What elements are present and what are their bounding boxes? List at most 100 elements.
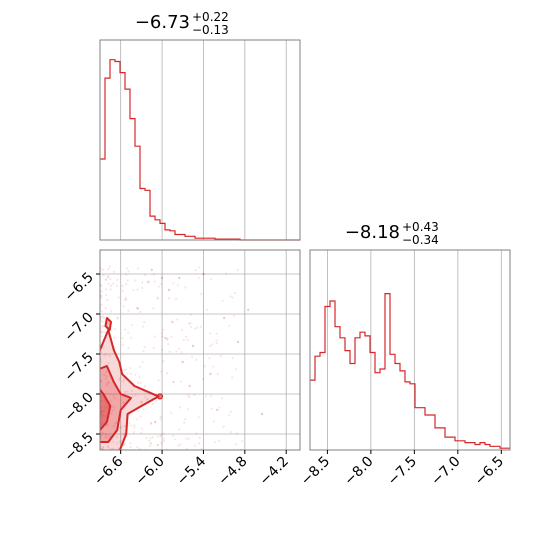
- scatter-point: [160, 370, 163, 373]
- scatter-point: [106, 445, 109, 448]
- scatter-point: [212, 365, 215, 368]
- scatter-point: [177, 347, 181, 350]
- scatter-point: [102, 409, 106, 412]
- scatter-point: [100, 421, 103, 424]
- scatter-point: [103, 373, 106, 376]
- scatter-point: [136, 307, 140, 310]
- scatter-point: [176, 284, 179, 287]
- scatter-point: [181, 360, 184, 364]
- scatter-point: [231, 296, 234, 299]
- scatter-point: [185, 437, 188, 440]
- scatter-point: [107, 361, 110, 365]
- scatter-point: [102, 446, 105, 449]
- scatter-point: [100, 410, 103, 413]
- scatter-point: [101, 320, 104, 323]
- scatter-point: [260, 412, 264, 416]
- scatter-point: [172, 282, 175, 285]
- scatter-point: [112, 425, 116, 428]
- scatter-point: [110, 284, 113, 287]
- scatter-point: [107, 381, 110, 384]
- marginal-y-title-value: −8.18: [345, 222, 400, 243]
- scatter-point: [105, 277, 108, 281]
- scatter-point: [197, 416, 200, 419]
- scatter-point: [175, 350, 178, 353]
- scatter-point: [120, 426, 123, 429]
- scatter-point: [100, 415, 104, 418]
- scatter-point: [189, 325, 193, 329]
- scatter-point: [215, 339, 218, 342]
- scatter-point: [179, 443, 182, 446]
- scatter-point: [113, 328, 117, 331]
- scatter-point: [104, 377, 107, 380]
- scatter-point: [101, 315, 105, 318]
- scatter-point: [202, 272, 205, 276]
- scatter-point: [135, 306, 138, 310]
- scatter-point: [153, 335, 156, 338]
- scatter-point: [129, 367, 132, 370]
- scatter-point: [167, 288, 171, 292]
- scatter-point: [195, 358, 198, 361]
- scatter-point: [103, 354, 106, 357]
- scatter-point: [105, 370, 108, 373]
- scatter-point: [101, 431, 104, 434]
- scatter-point: [212, 420, 215, 423]
- scatter-point: [137, 409, 140, 413]
- scatter-point: [106, 276, 110, 279]
- joint-xtick-label: −6.0: [133, 454, 168, 489]
- scatter-point: [142, 350, 145, 353]
- scatter-point: [123, 377, 126, 381]
- joint-xtick-label: −4.8: [215, 454, 250, 489]
- scatter-point: [108, 265, 111, 268]
- scatter-point: [120, 439, 123, 443]
- marginal-x-title-value: −6.73: [135, 12, 190, 33]
- scatter-point: [221, 299, 224, 303]
- scatter-point: [139, 310, 142, 313]
- scatter-point: [160, 282, 163, 286]
- scatter-point: [143, 273, 147, 277]
- scatter-point: [107, 322, 110, 325]
- scatter-point: [197, 442, 201, 445]
- scatter-point: [160, 332, 164, 335]
- scatter-point: [187, 437, 190, 441]
- marginal-y-xtick-label: −7.0: [428, 454, 463, 489]
- scatter-point: [218, 406, 221, 409]
- scatter-point: [121, 285, 124, 288]
- contour-island: [156, 393, 164, 400]
- scatter-point: [157, 297, 160, 300]
- scatter-point: [109, 288, 112, 291]
- scatter-point: [118, 377, 121, 380]
- scatter-point: [100, 432, 103, 435]
- scatter-point: [163, 439, 166, 443]
- scatter-point: [229, 431, 233, 434]
- joint-ytick-label: −7.0: [61, 310, 96, 345]
- scatter-point: [145, 398, 149, 401]
- scatter-point: [170, 335, 173, 339]
- scatter-point: [105, 294, 108, 297]
- scatter-point: [235, 432, 238, 435]
- scatter-point: [206, 308, 209, 311]
- scatter-point: [121, 289, 124, 293]
- scatter-point: [222, 425, 225, 428]
- scatter-point: [153, 280, 157, 283]
- scatter-point: [130, 336, 133, 339]
- scatter-point: [105, 384, 109, 387]
- scatter-point: [171, 434, 175, 437]
- scatter-point: [200, 292, 203, 296]
- scatter-point: [189, 321, 192, 325]
- scatter-point: [127, 346, 130, 350]
- scatter-point: [105, 436, 108, 439]
- scatter-point: [210, 278, 213, 281]
- scatter-point: [186, 408, 190, 411]
- scatter-point: [100, 296, 103, 299]
- joint-ytick-label: −6.5: [61, 270, 96, 305]
- scatter-point: [126, 390, 129, 393]
- scatter-point: [112, 336, 116, 339]
- scatter-point: [100, 335, 103, 338]
- marginal-y-title-plus: +0.43: [402, 220, 439, 234]
- joint-panel: −6.6 −6.0 −5.4 −4.8 −4.2 −6.5 −7.0 −7.5 −8.0 −8.5: [61, 249, 301, 489]
- scatter-point: [191, 344, 195, 348]
- scatter-point: [117, 447, 120, 450]
- scatter-point: [124, 296, 127, 300]
- scatter-point: [156, 435, 159, 438]
- scatter-point: [104, 307, 107, 310]
